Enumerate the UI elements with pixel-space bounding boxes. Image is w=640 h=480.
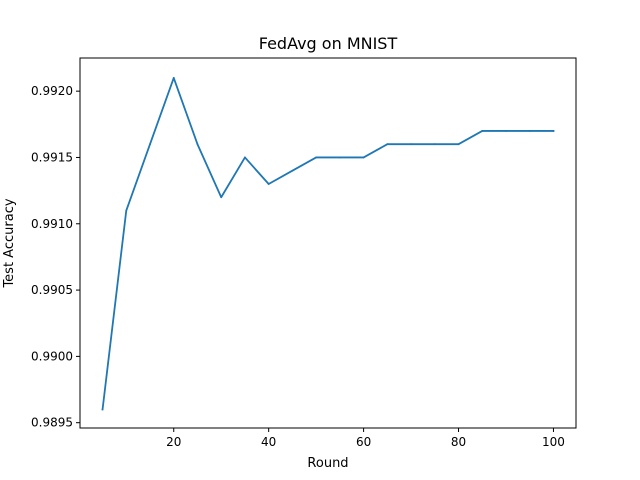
- data-point: [386, 143, 389, 146]
- y-tick-label: 0.9905: [31, 283, 73, 297]
- x-tick-label: 40: [261, 435, 276, 449]
- data-point: [244, 156, 246, 159]
- plot-area-frame: [79, 57, 577, 429]
- x-tick-label: 100: [542, 435, 565, 449]
- y-tick-label: 0.9910: [31, 217, 73, 231]
- y-axis-label: Test Accuracy: [2, 198, 17, 288]
- data-point: [101, 408, 104, 411]
- y-tick-label: 0.9900: [31, 349, 73, 363]
- series-line: [101, 76, 555, 411]
- data-point: [220, 196, 223, 199]
- data-point: [267, 183, 270, 185]
- y-tick-label: 0.9920: [31, 84, 73, 98]
- x-axis-label: Round: [307, 456, 348, 471]
- data-point: [172, 76, 175, 79]
- data-point: [528, 130, 531, 132]
- x-tick-label: 80: [451, 435, 466, 449]
- data-point: [457, 143, 460, 146]
- data-point: [338, 156, 341, 159]
- x-tick-label: 60: [356, 435, 371, 449]
- data-point: [505, 130, 507, 132]
- x-tick-label: 20: [166, 435, 181, 449]
- data-point: [315, 156, 318, 159]
- chart-title: FedAvg on MNIST: [259, 34, 398, 53]
- data-point: [196, 143, 199, 146]
- series-layer: [101, 76, 555, 411]
- data-point: [552, 130, 555, 132]
- y-tick-label: 0.9915: [31, 150, 73, 164]
- data-point: [291, 169, 294, 172]
- x-axis-ticks: 20 40 60 80 100: [166, 428, 565, 449]
- data-point: [125, 209, 128, 212]
- y-tick-label: 0.9895: [31, 416, 73, 430]
- data-point: [149, 143, 151, 146]
- y-axis-ticks: 0.9895 0.9900 0.9905 0.9910 0.9915 0.9920: [31, 84, 80, 430]
- data-point: [433, 143, 436, 146]
- data-point: [481, 130, 484, 132]
- data-point: [362, 156, 365, 159]
- data-point: [410, 143, 412, 146]
